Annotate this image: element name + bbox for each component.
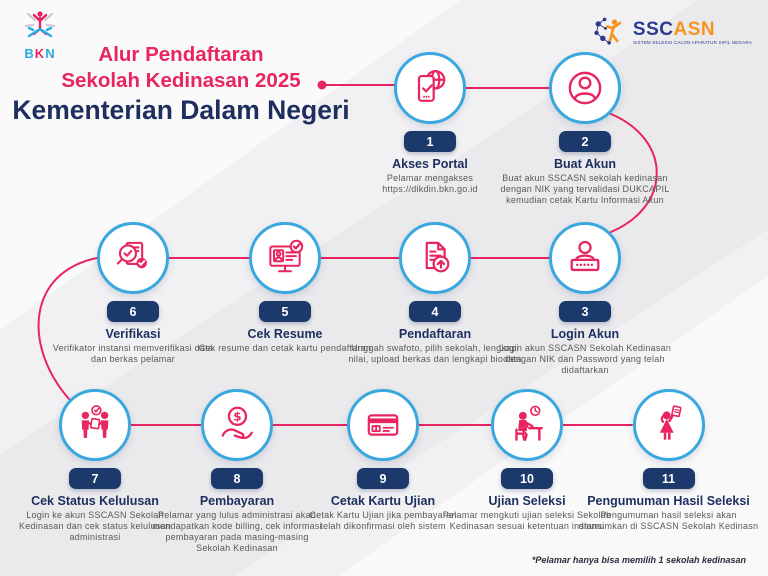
step-4-description: Unggah swafoto, pilih sekolah, lengkapi … [348,343,522,365]
user-account-icon [568,71,602,105]
step-8-title: Pembayaran [199,494,275,508]
step-akses-portal: 1 Akses Portal Pelamar mengakses https:/… [345,52,515,195]
step-11-title: Pengumuman Hasil Seleksi [587,494,750,508]
step-pendaftaran: 4 Pendaftaran Unggah swafoto, pilih seko… [348,222,522,365]
step-6-title: Verifikasi [105,327,161,341]
resume-monitor-icon [269,239,304,273]
step-4-circle [399,222,471,294]
step-3-number-badge: 3 [559,301,611,322]
step-6-description: Verifikator instansi memverifikasi data … [52,343,214,365]
step-4-title: Pendaftaran [398,327,472,341]
step-10-title: Ujian Seleksi [488,494,566,508]
title-line-1: Alur Pendaftaran [98,43,264,66]
step-9-title: Cetak Kartu Ujian [330,494,436,508]
step-login-akun: 3 Login Akun Login akun SSCASN Sekolah K… [495,222,675,376]
step-5-number-badge: 5 [259,301,311,322]
exam-card-icon [367,414,399,436]
step-5-description: Cek resume dan cetak kartu pendaftaran [198,343,372,353]
step-11-number-badge: 11 [642,468,695,489]
step-buat-akun: 2 Buat Akun Buat akun SSCASN sekolah ked… [495,52,675,206]
sscasn-logo-subtext: SISTEM SELEKSI CALON APARATUR SIPIL NEGA… [632,39,752,45]
announcement-icon [659,405,682,440]
step-1-description: Pelamar mengakses https://dikdin.bkn.go.… [382,173,478,195]
step-8-circle: $ [201,389,273,461]
step-3-title: Login Akun [550,327,620,341]
upload-document-icon [425,241,450,273]
sscasn-logo-icon [594,17,622,45]
step-2-circle [549,52,621,124]
title-line-2: Sekolah Kedinasan 2025 [61,69,301,93]
step-2-title: Buat Akun [553,157,617,171]
step-cek-status-kelulusan: 7 Cek Status Kelulusan Login ke akun SSC… [10,389,180,543]
step-7-description: Login ke akun SSCASN Sekolah Kedinasan d… [18,510,172,543]
step-5-circle [249,222,321,294]
flow-start-dot [317,80,327,90]
svg-text:$: $ [233,410,241,424]
step-ujian-seleksi: 10 Ujian Seleksi Pelamar mengkuti ujian … [436,389,618,532]
step-6-circle [97,222,169,294]
sscasn-logo: SSCASN SISTEM SELEKSI CALON APARATUR SIP… [592,14,752,50]
step-2-number-badge: 2 [559,131,611,152]
step-6-number-badge: 6 [107,301,159,322]
bkn-logo: BKN [12,8,68,61]
step-10-circle [491,389,563,461]
step-11-circle [632,389,705,461]
step-verifikasi: 6 Verifikasi Verifikator instansi memver… [48,222,218,365]
step-3-circle [549,222,621,294]
step-pembayaran: $ 8 Pembayaran Pelamar yang lulus admini… [147,389,327,555]
step-pengumuman-hasil-seleksi: 11 Pengumuman Hasil Seleksi Pengumuman h… [576,389,761,532]
step-4-number-badge: 4 [409,301,461,322]
login-password-icon [570,240,600,272]
step-7-circle [59,389,131,461]
step-cek-resume: 5 Cek Resume Cek resume dan cetak kartu … [198,222,372,354]
step-1-title: Akses Portal [392,157,468,171]
verification-magnifier-icon [116,241,147,269]
handover-check-icon [81,405,109,438]
phone-globe-icon [417,69,446,102]
step-10-number-badge: 10 [501,468,553,489]
step-11-description: Pengumuman hasil seleksi akan diumumkan … [578,510,759,532]
bkn-logo-icon [24,11,56,38]
step-8-description: Pelamar yang lulus administrasi akan men… [152,510,322,554]
step-7-title: Cek Status Kelulusan [31,494,159,508]
footnote: *Pelamar hanya bisa memilih 1 sekolah ke… [531,555,746,565]
step-3-description: Login akun SSCASN Sekolah Kedinasan deng… [498,343,672,376]
step-9-number-badge: 9 [357,468,409,489]
title-line-3: Kementerian Dalam Negeri [12,95,350,126]
step-9-description: Cetak Kartu Ujian jika pembayaran telah … [309,510,457,532]
step-5-title: Cek Resume [247,327,323,341]
step-cetak-kartu-ujian: 9 Cetak Kartu Ujian Cetak Kartu Ujian ji… [298,389,468,532]
step-2-description: Buat akun SSCASN sekolah kedinasan denga… [500,173,670,206]
step-7-number-badge: 7 [69,468,121,489]
bkn-logo-text: BKN [24,46,56,61]
exam-desk-icon [515,405,543,441]
sscasn-logo-text: SSCASN SISTEM SELEKSI CALON APARATUR SIP… [632,18,752,45]
step-9-circle [347,389,419,461]
step-1-circle [394,52,466,124]
payment-hand-coin-icon: $ [221,406,253,440]
page-title: Alur Pendaftaran Sekolah Kedinasan 2025 … [6,42,356,127]
step-1-number-badge: 1 [404,131,456,152]
step-10-description: Pelamar mengkuti ujian seleksi Sekolah K… [442,510,612,532]
step-8-number-badge: 8 [211,468,263,489]
